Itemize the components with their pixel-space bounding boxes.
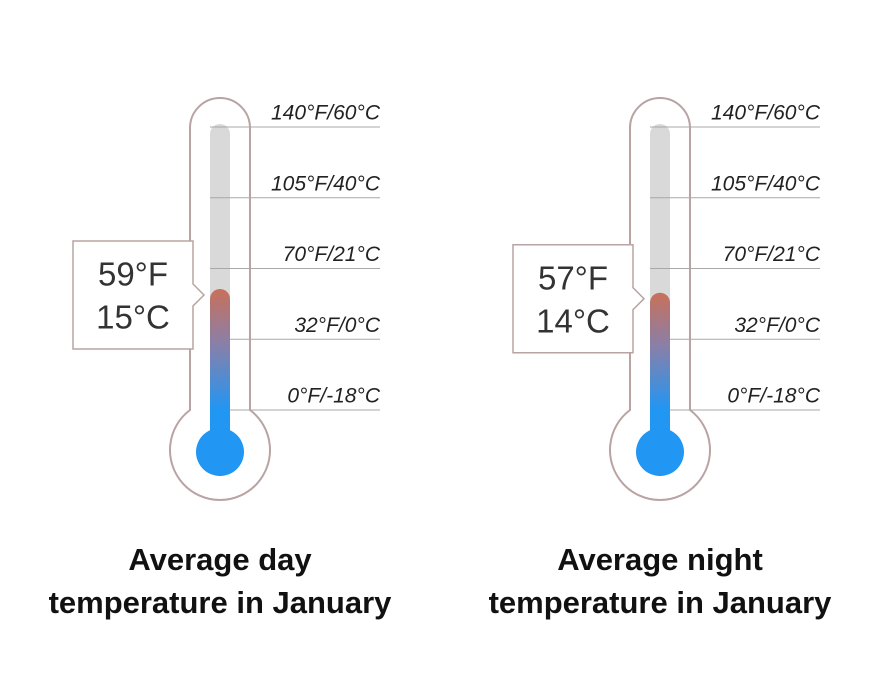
callout: [512, 243, 646, 354]
tick-label: 0°F/-18°C: [727, 385, 820, 408]
mercury: [210, 288, 230, 452]
bulb: [196, 428, 244, 476]
reading-c: 15°C: [96, 299, 170, 336]
callout: [72, 240, 206, 350]
tick-label: 32°F/0°C: [294, 314, 380, 337]
tick-label: 70°F/21°C: [283, 243, 381, 266]
bulb: [636, 428, 684, 476]
tick-label: 70°F/21°C: [723, 243, 821, 266]
title: Average day: [128, 542, 312, 577]
title: temperature in January: [49, 585, 393, 620]
mercury: [650, 292, 670, 452]
tick-label: 140°F/60°C: [271, 102, 381, 125]
title: Average night: [557, 542, 763, 577]
reading-c: 14°C: [536, 302, 610, 339]
tick-label: 105°F/40°C: [271, 172, 381, 195]
reading-f: 57°F: [538, 259, 608, 296]
tick-label: 0°F/-18°C: [287, 385, 380, 408]
tick-label: 140°F/60°C: [711, 102, 821, 125]
tick-label: 32°F/0°C: [734, 314, 820, 337]
title: temperature in January: [489, 585, 833, 620]
reading-f: 59°F: [98, 256, 168, 293]
tick-label: 105°F/40°C: [711, 172, 821, 195]
